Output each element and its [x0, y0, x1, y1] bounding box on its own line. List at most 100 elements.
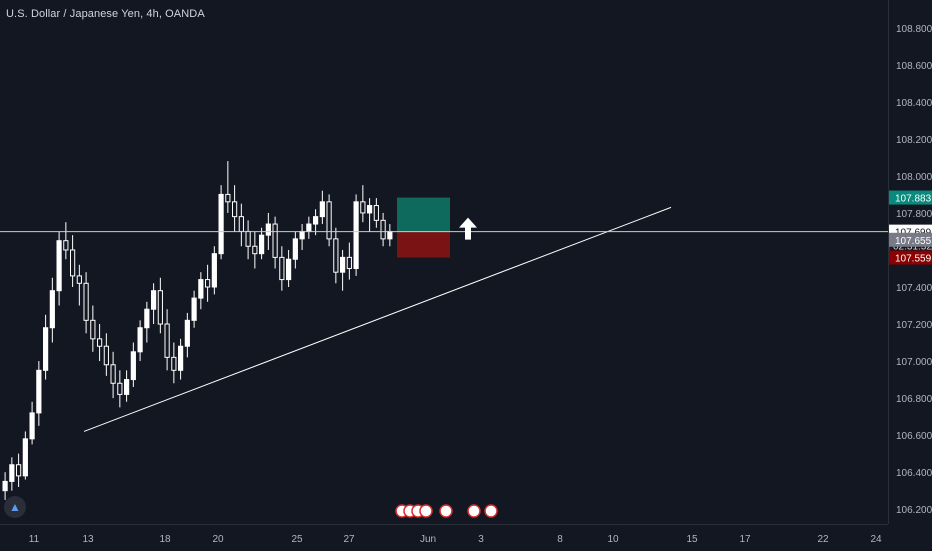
candle-down [157, 290, 163, 325]
price-axis[interactable] [888, 0, 932, 524]
candle-down [252, 245, 258, 255]
candle-up [43, 327, 49, 371]
candle-up [22, 438, 28, 477]
candle-down [70, 249, 76, 277]
current-price-label: 107.655 [895, 236, 932, 247]
logo-mark-icon: ▲ [9, 500, 21, 514]
price-tick-label: 108.000 [896, 172, 932, 183]
candle-up [137, 327, 143, 353]
candle-down [103, 345, 109, 366]
stop-zone [397, 231, 450, 258]
time-tick-label: 20 [212, 534, 224, 545]
candle-down [380, 219, 386, 240]
candle-up [319, 201, 325, 218]
trendline [83, 206, 672, 432]
time-tick-label: 3 [478, 534, 484, 545]
candle-down [205, 279, 211, 288]
time-tick-label: 24 [870, 534, 882, 545]
price-tick-label: 107.200 [896, 320, 932, 331]
symbol-title: U.S. Dollar / Japanese Yen, 4h, OANDA [6, 8, 205, 20]
candle-down [232, 201, 238, 218]
price-tick-label: 107.400 [896, 283, 932, 294]
time-tick-label: 10 [607, 534, 619, 545]
candle-down [171, 356, 177, 371]
time-tick-label: 8 [557, 534, 563, 545]
candle-up [144, 308, 150, 329]
price-tick-label: 106.200 [896, 505, 932, 516]
time-tick-label: 11 [29, 534, 40, 545]
stop-price-label: 107.559 [895, 254, 932, 265]
price-tick-label: 108.400 [896, 98, 932, 109]
target-price-label: 107.883 [895, 194, 932, 205]
candle-up [124, 379, 130, 395]
price-tick-label: 106.800 [896, 394, 932, 405]
target-zone [397, 197, 450, 232]
candle-down [90, 319, 96, 340]
candle-down [110, 364, 116, 384]
price-tick-label: 107.800 [896, 209, 932, 220]
candle-up [292, 238, 298, 260]
price-tick-label: 108.600 [896, 61, 932, 72]
tradingview-logo[interactable]: ▲ [4, 496, 26, 518]
candle-up [191, 297, 197, 321]
time-tick-label: 15 [686, 534, 698, 545]
candle-up [198, 279, 204, 299]
candle-down [164, 323, 170, 358]
countdown-label: 02:31:32 [893, 242, 932, 253]
candle-up [2, 480, 8, 492]
price-tick-label: 107.000 [896, 357, 932, 368]
candle-down [76, 275, 82, 284]
candle-up [313, 216, 319, 225]
time-tick-label: 13 [82, 534, 94, 545]
event-marker-icon [484, 504, 498, 518]
price-tick-label: 108.800 [896, 24, 932, 35]
candle-down [63, 240, 69, 251]
current-price-label-bg [889, 232, 932, 247]
candle-up [9, 464, 15, 482]
candle-up [387, 230, 393, 240]
price-tick-label: 108.200 [896, 135, 932, 146]
time-tick-label: 27 [343, 534, 355, 545]
candle-up [178, 345, 184, 371]
candle-up [130, 351, 136, 381]
candle-up [353, 201, 359, 269]
stop-price-label-bg [889, 250, 932, 265]
up-arrow-icon [459, 217, 477, 240]
candle-up [340, 256, 346, 273]
time-tick-label: 18 [159, 534, 171, 545]
candle-up [259, 234, 265, 255]
candle-up [49, 290, 55, 329]
candle-down [279, 256, 285, 281]
candle-down [83, 282, 89, 321]
candle-down [346, 256, 352, 269]
candle-up [286, 258, 292, 281]
candle-up [151, 290, 157, 310]
candle-down [97, 338, 103, 347]
event-marker-icon [467, 504, 481, 518]
candle-down [272, 223, 278, 258]
time-tick-label: Jun [420, 534, 436, 545]
candle-up [299, 230, 305, 240]
time-tick-label: 22 [817, 534, 829, 545]
price-tick-label: 106.600 [896, 431, 932, 442]
candle-down [16, 464, 22, 477]
candle-down [225, 193, 231, 203]
candle-up [211, 253, 217, 288]
time-tick-label: 17 [739, 534, 751, 545]
candle-up [265, 223, 271, 236]
candle-up [184, 319, 190, 347]
candle-up [36, 369, 42, 414]
time-axis[interactable] [0, 524, 888, 551]
candle-down [245, 230, 251, 247]
candle-up [29, 412, 35, 440]
candle-up [56, 240, 62, 292]
candle-down [238, 216, 244, 232]
candle-up [306, 223, 312, 232]
event-marker-icon [419, 504, 433, 518]
candle-down [333, 238, 339, 273]
candle-down [373, 205, 379, 221]
candle-up [218, 193, 224, 255]
candle-down [117, 382, 123, 395]
